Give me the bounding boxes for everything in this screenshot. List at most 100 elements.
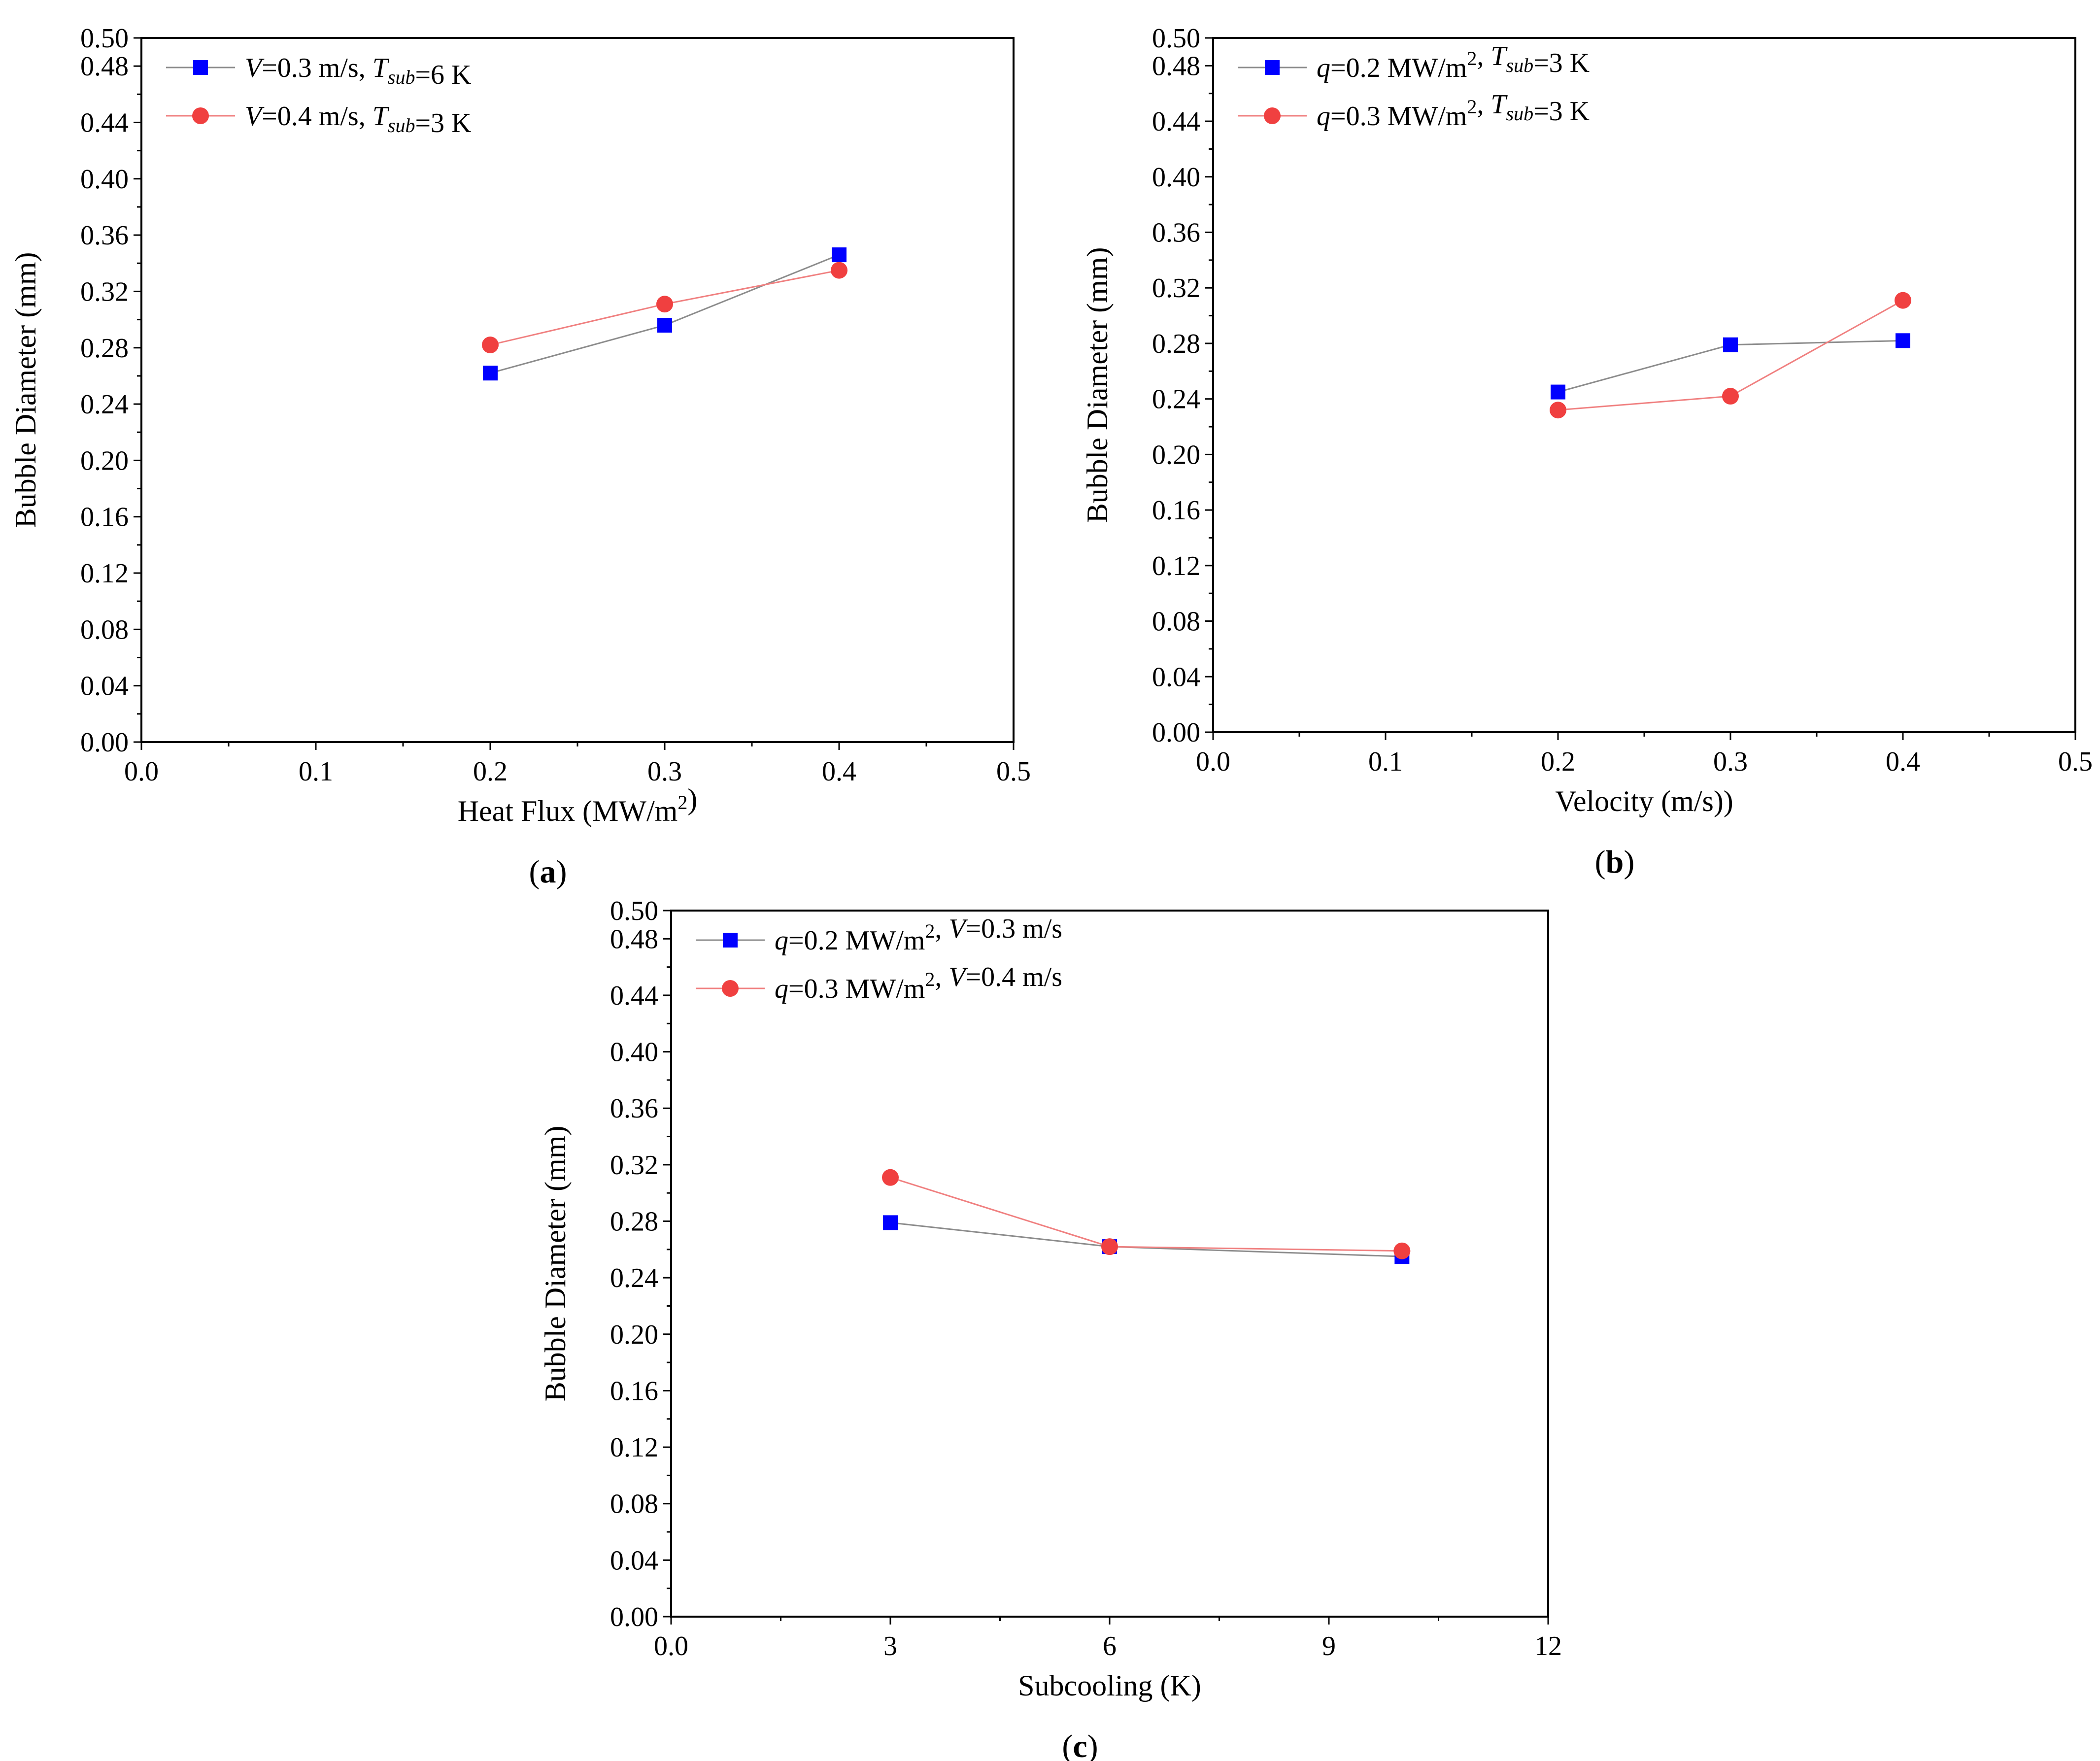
- data-point-square: [1723, 337, 1738, 352]
- x-tick-label: 0.3: [1713, 746, 1748, 777]
- chart-panel-c: 0.00 0.04 0.08 0.12 0.16 0.20 0.24 0.28 0.32 0.36…: [539, 896, 1562, 1761]
- y-tick-label: 0.28: [80, 333, 129, 364]
- data-point-square: [483, 366, 498, 381]
- legend-label: q=0.2 MW/m2, V=0.3 m/s: [775, 914, 1062, 956]
- data-point-circle: [1393, 1242, 1411, 1259]
- y-tick-label: 0.36: [610, 1093, 658, 1124]
- series-line-1: [490, 254, 840, 374]
- x-axis-title: Subcooling (K): [1018, 1669, 1201, 1702]
- data-point-square: [1896, 333, 1910, 348]
- y-axis-title: Bubble Diameter (mm): [539, 1126, 572, 1402]
- plot-frame: [1212, 37, 2076, 733]
- data-point-circle: [656, 296, 673, 313]
- y-tick-label: 0.00: [80, 727, 129, 758]
- y-tick-label: 0.08: [80, 614, 129, 645]
- legend-marker-circle: [192, 107, 209, 124]
- y-tick-label: 0.44: [1152, 106, 1200, 137]
- series-line-2: [890, 1177, 1402, 1252]
- x-tick-label: 0.2: [1541, 746, 1575, 777]
- y-tick-label: 0.44: [80, 107, 129, 138]
- plot-frame: [140, 37, 1015, 743]
- data-point-circle: [1722, 388, 1739, 405]
- panel-label: (a): [529, 854, 567, 890]
- x-tick-label: 0.4: [1886, 746, 1920, 777]
- y-tick-label: 0.12: [610, 1432, 658, 1463]
- legend-label: V=0.4 m/s, Tsub=3 K: [245, 101, 471, 138]
- data-point-circle: [1895, 292, 1911, 309]
- y-tick-label: 0.08: [610, 1489, 658, 1520]
- y-tick-label: 0.28: [1152, 329, 1200, 359]
- y-tick-label: 0.16: [80, 502, 129, 533]
- chart-panel-b: 0.00 0.04 0.08 0.12 0.16 0.20 0.24 0.28 0.32 0.36…: [1081, 23, 2093, 880]
- y-tick-label: 0.36: [1152, 218, 1200, 248]
- data-point-square: [883, 1215, 898, 1230]
- y-tick-label: 0.36: [80, 220, 129, 251]
- y-tick-label: 0.48: [80, 51, 129, 82]
- y-tick-label: 0.24: [610, 1263, 658, 1293]
- x-axis-title: Heat Flux (MW/m2): [458, 783, 698, 827]
- legend-label: V=0.3 m/s, Tsub=6 K: [245, 53, 471, 90]
- y-tick-label: 0.20: [610, 1320, 658, 1350]
- legend-marker-circle: [1264, 107, 1281, 124]
- x-tick-label: 0.0: [1196, 746, 1230, 777]
- y-axis-title: Bubble Diameter (mm): [1081, 247, 1114, 523]
- plot-frame: [670, 910, 1549, 1618]
- y-tick-label: 0.12: [1152, 551, 1200, 581]
- legend-label: q=0.3 MW/m2, Tsub=3 K: [1317, 89, 1590, 132]
- y-tick-label: 0.32: [610, 1150, 658, 1181]
- y-tick-label: 0.48: [1152, 51, 1200, 81]
- y-tick-label: 0.48: [610, 924, 658, 954]
- x-tick-label: 12: [1534, 1631, 1562, 1661]
- x-tick-label: 3: [883, 1631, 897, 1661]
- y-tick-label: 0.00: [1152, 717, 1200, 748]
- y-tick-label: 0.24: [1152, 384, 1200, 415]
- y-tick-label: 0.20: [1152, 440, 1200, 470]
- legend-marker-square: [193, 60, 208, 75]
- y-tick-label: 0.16: [1152, 495, 1200, 526]
- y-tick-label: 0.40: [610, 1037, 658, 1068]
- y-tick-label: 0.32: [80, 276, 129, 307]
- x-tick-label: 9: [1322, 1631, 1336, 1661]
- y-tick-label: 0.40: [80, 164, 129, 195]
- y-tick-label: 0.50: [80, 23, 129, 54]
- x-axis-title: Velocity (m/s)): [1555, 785, 1733, 817]
- legend-label: q=0.3 MW/m2, V=0.4 m/s: [775, 962, 1062, 1004]
- y-tick-label: 0.04: [80, 671, 129, 702]
- y-tick-label: 0.16: [610, 1376, 658, 1406]
- x-tick-label: 0.1: [299, 756, 333, 787]
- legend-marker-circle: [722, 980, 739, 997]
- panel-label: (c): [1062, 1728, 1098, 1761]
- y-tick-label: 0.40: [1152, 162, 1200, 193]
- x-tick-label: 0.5: [2058, 746, 2093, 777]
- x-tick-label: 6: [1103, 1631, 1117, 1661]
- legend-marker-square: [723, 933, 738, 948]
- y-tick-label: 0.12: [80, 558, 129, 589]
- chart-panel-a: 0.00 0.04 0.08 0.12 0.16 0.20 0.24 0.28 0.32 0.36…: [9, 23, 1031, 890]
- data-point-circle: [482, 337, 499, 354]
- y-tick-label: 0.50: [610, 896, 658, 926]
- data-point-circle: [882, 1169, 899, 1186]
- y-tick-label: 0.44: [610, 981, 658, 1011]
- data-point-square: [657, 318, 672, 333]
- x-tick-label: 0.0: [654, 1631, 688, 1661]
- data-point-square: [832, 247, 847, 263]
- x-tick-label: 0.5: [996, 756, 1031, 787]
- y-axis-title: Bubble Diameter (mm): [9, 252, 42, 528]
- y-tick-label: 0.28: [610, 1207, 658, 1237]
- x-tick-label: 0.1: [1368, 746, 1403, 777]
- x-tick-label: 0.2: [473, 756, 508, 787]
- x-tick-label: 0.0: [124, 756, 159, 787]
- data-point-circle: [831, 262, 847, 279]
- y-tick-label: 0.50: [1152, 23, 1200, 54]
- y-tick-label: 0.08: [1152, 607, 1200, 637]
- data-point-square: [1551, 384, 1565, 400]
- data-point-circle: [1550, 402, 1566, 419]
- series-line-1: [890, 1221, 1402, 1257]
- legend-label: q=0.2 MW/m2, Tsub=3 K: [1317, 41, 1590, 83]
- y-tick-label: 0.20: [80, 445, 129, 476]
- y-tick-label: 0.04: [610, 1545, 658, 1576]
- x-tick-label: 0.3: [647, 756, 682, 787]
- y-tick-label: 0.04: [1152, 662, 1200, 692]
- x-tick-label: 0.4: [822, 756, 856, 787]
